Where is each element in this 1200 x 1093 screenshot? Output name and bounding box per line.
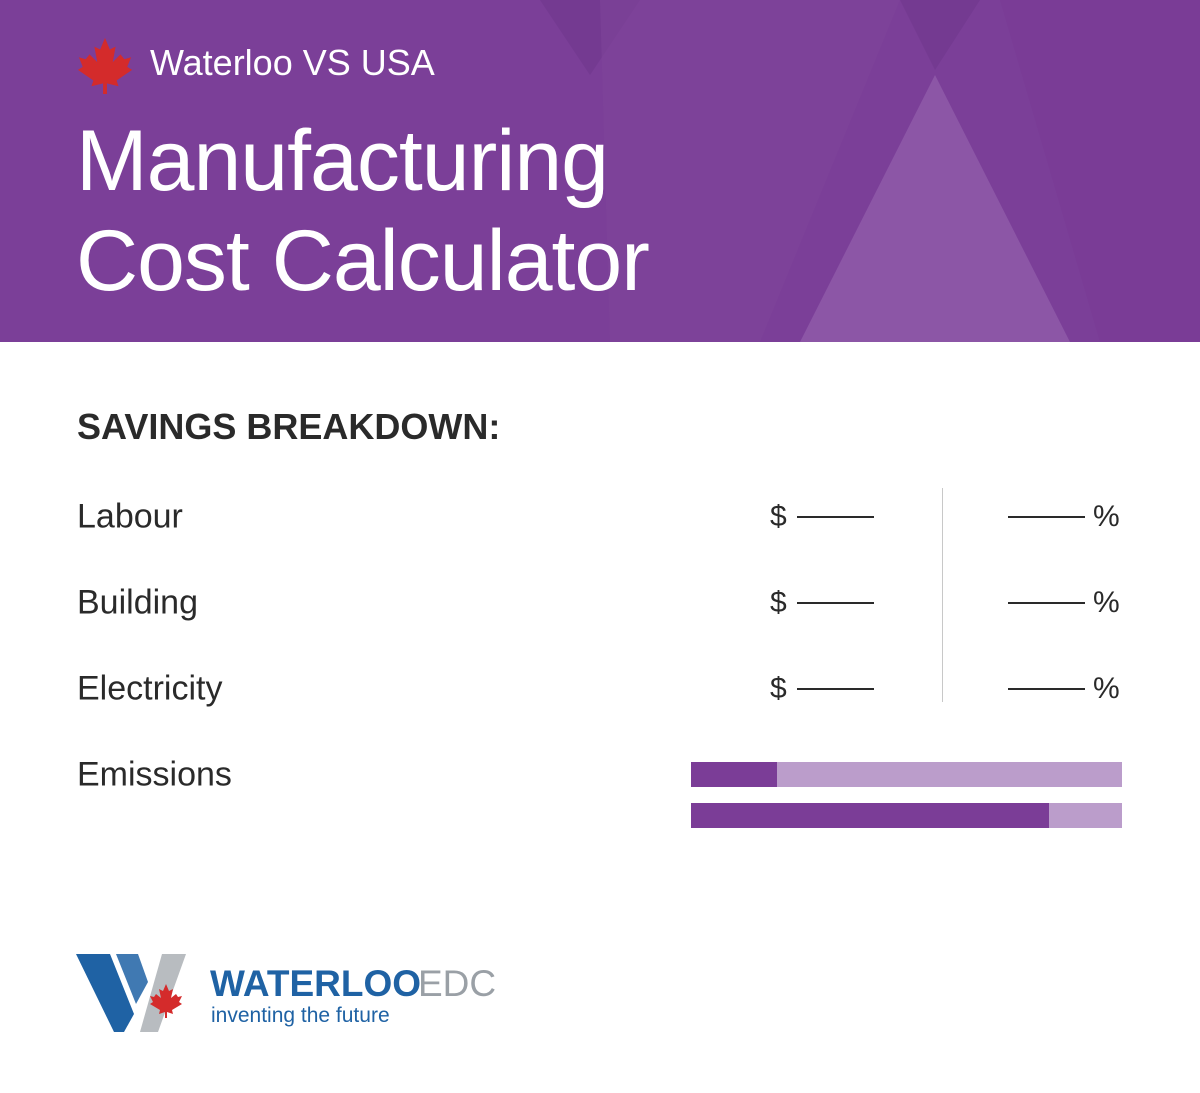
subtitle: Waterloo VS USA bbox=[150, 42, 435, 83]
currency-symbol: $ bbox=[770, 586, 787, 619]
header-pattern bbox=[540, 0, 1200, 342]
percent-symbol: % bbox=[1093, 500, 1120, 533]
emissions-bar bbox=[691, 762, 778, 787]
percent-blank bbox=[1008, 688, 1085, 690]
title-line: Cost Calculator bbox=[76, 213, 650, 309]
section-heading: SAVINGS BREAKDOWN: bbox=[77, 406, 501, 447]
amount-blank bbox=[797, 688, 874, 690]
logo-suffix: EDC bbox=[418, 963, 497, 1004]
emissions-track bbox=[691, 762, 1122, 787]
percent-symbol: % bbox=[1093, 672, 1120, 705]
currency-symbol: $ bbox=[770, 672, 787, 705]
percent-blank bbox=[1008, 516, 1085, 518]
divider bbox=[942, 488, 943, 702]
currency-symbol: $ bbox=[770, 500, 787, 533]
row-label: Emissions bbox=[77, 755, 232, 794]
emissions-track bbox=[691, 803, 1122, 828]
logo-name: WATERLOO bbox=[210, 963, 422, 1004]
logo-tagline: inventing the future bbox=[211, 1004, 390, 1027]
row-label: Labour bbox=[77, 497, 183, 536]
title-line: Manufacturing bbox=[76, 113, 609, 209]
amount-blank bbox=[797, 602, 874, 604]
row-label: Building bbox=[77, 583, 198, 622]
amount-blank bbox=[797, 516, 874, 518]
header: Waterloo VS USA Manufacturing Cost Calcu… bbox=[0, 0, 1200, 342]
logo-mark bbox=[76, 954, 186, 1032]
maple-leaf-icon bbox=[77, 37, 133, 94]
percent-blank bbox=[1008, 602, 1085, 604]
emissions-bar bbox=[691, 803, 1049, 828]
row-label: Electricity bbox=[77, 669, 223, 708]
percent-symbol: % bbox=[1093, 586, 1120, 619]
